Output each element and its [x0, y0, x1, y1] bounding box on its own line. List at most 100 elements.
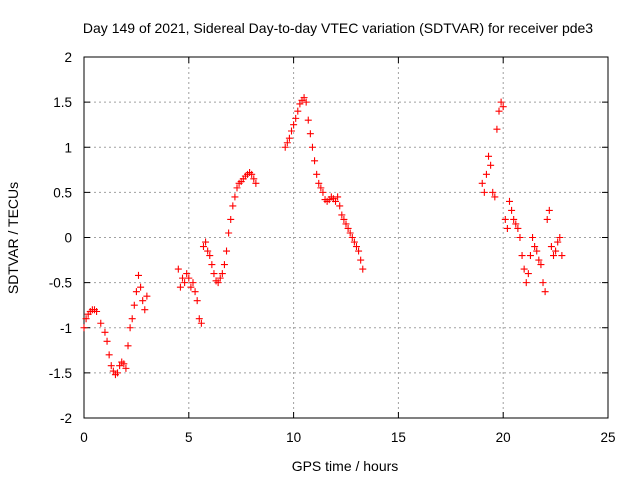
data-point	[516, 234, 524, 241]
data-point	[319, 188, 327, 196]
data-point	[225, 229, 233, 237]
data-point	[334, 193, 342, 201]
data-point	[537, 261, 545, 269]
data-point	[357, 256, 365, 264]
y-tick-label: 2	[64, 50, 72, 65]
data-point	[82, 315, 90, 323]
data-point	[181, 279, 189, 287]
data-point	[495, 107, 503, 115]
data-point	[558, 252, 566, 260]
data-point	[223, 247, 231, 255]
data-point	[547, 243, 555, 251]
data-point	[554, 238, 562, 246]
x-axis-label: GPS time / hours	[292, 458, 399, 474]
data-point	[332, 197, 340, 205]
y-tick-label: -1	[60, 321, 72, 336]
data-point	[497, 98, 505, 106]
x-tick-label: 5	[185, 430, 193, 445]
data-point	[134, 271, 142, 279]
data-point	[248, 170, 256, 178]
data-point	[296, 100, 304, 108]
data-point	[543, 215, 551, 223]
data-point	[344, 224, 352, 232]
data-point	[348, 234, 356, 241]
data-point	[520, 265, 528, 273]
x-tick-label: 15	[391, 430, 406, 445]
x-tick-label: 0	[80, 430, 88, 445]
data-point	[518, 252, 526, 260]
data-point	[526, 252, 534, 260]
data-point	[541, 288, 549, 296]
data-point	[143, 292, 151, 300]
data-point	[308, 143, 316, 151]
data-point	[208, 261, 216, 269]
data-point	[195, 315, 203, 323]
y-tick-label: 1.5	[53, 95, 72, 110]
data-point	[193, 297, 201, 305]
data-point	[231, 193, 239, 201]
data-point	[189, 279, 197, 287]
data-point	[101, 328, 109, 336]
data-point	[107, 362, 115, 370]
data-point	[491, 193, 499, 201]
data-point	[338, 211, 346, 219]
data-point	[545, 206, 553, 214]
data-point	[122, 364, 130, 372]
data-point	[493, 125, 501, 133]
data-point	[128, 315, 136, 323]
data-point	[529, 234, 537, 241]
data-point	[216, 274, 224, 282]
data-point	[539, 279, 547, 287]
data-point	[139, 297, 147, 305]
data-point	[306, 130, 314, 138]
data-point	[499, 103, 507, 111]
data-point	[80, 324, 88, 332]
y-tick-label: -2	[60, 411, 72, 426]
data-point	[176, 283, 184, 291]
data-point	[109, 367, 117, 375]
data-point	[191, 288, 199, 296]
data-point	[187, 283, 195, 291]
data-point	[137, 283, 145, 291]
data-point	[105, 351, 113, 359]
data-point	[350, 238, 358, 246]
data-point	[204, 247, 212, 255]
data-point	[116, 362, 124, 370]
data-point	[478, 179, 486, 187]
axis-ticks	[83, 56, 609, 419]
data-point	[229, 202, 237, 210]
data-point	[359, 265, 367, 273]
data-point	[283, 139, 291, 147]
data-point	[480, 188, 488, 196]
data-point	[179, 274, 187, 282]
data-point	[220, 261, 228, 269]
data-point	[304, 116, 312, 124]
data-point	[317, 184, 325, 192]
data-point	[218, 270, 226, 278]
data-point	[103, 337, 111, 345]
data-point	[141, 306, 149, 314]
data-point	[132, 288, 140, 296]
data-point	[285, 134, 293, 142]
y-tick-label: -1.5	[49, 366, 72, 381]
data-point	[531, 243, 539, 251]
data-point	[355, 247, 363, 255]
data-point	[185, 274, 193, 282]
data-point	[126, 324, 134, 332]
data-point	[290, 121, 298, 129]
data-point	[482, 170, 490, 178]
data-point	[501, 215, 509, 223]
data-point	[124, 342, 132, 350]
data-point	[311, 157, 319, 165]
data-point	[114, 369, 122, 377]
data-point	[227, 215, 235, 223]
y-axis-tick-labels: -2 -1.5 -1 -0.5 0 0.5 1 1.5 2	[49, 50, 72, 426]
data-point	[505, 197, 513, 205]
data-point	[524, 270, 532, 278]
x-tick-label: 25	[600, 430, 615, 445]
data-point	[120, 360, 128, 368]
data-point	[174, 265, 182, 273]
data-point	[302, 98, 310, 106]
data-point	[556, 234, 564, 241]
